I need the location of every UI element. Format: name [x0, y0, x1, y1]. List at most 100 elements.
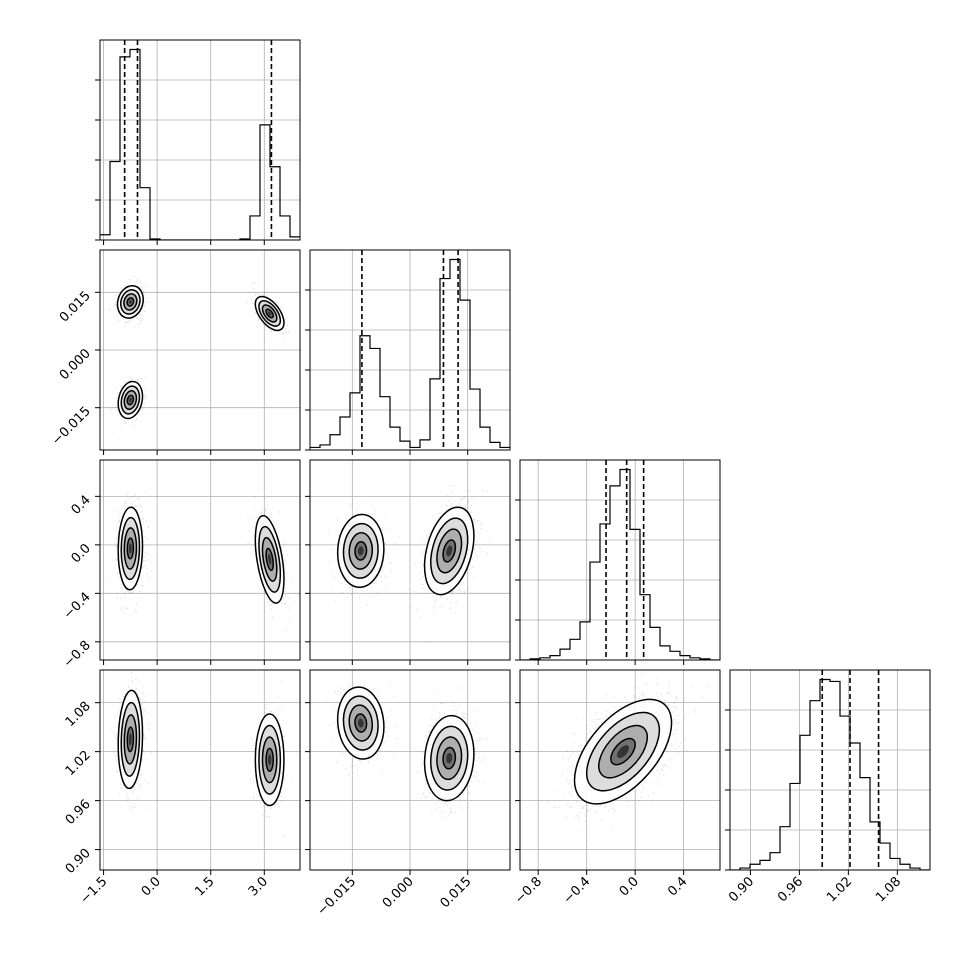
- contour-line: [430, 725, 469, 791]
- density-fill: [267, 311, 272, 316]
- density-fill: [617, 745, 630, 759]
- contour-line: [336, 513, 385, 589]
- histogram-step: [730, 678, 930, 870]
- contour-line: [254, 713, 285, 807]
- x-tick-label: 0.4: [665, 874, 690, 899]
- scatter-panel: −1.5 0.0 1.5 3.0 0.90 0.96 1.02 1.08: [63, 669, 301, 907]
- y-tick-label: −0.015: [49, 404, 94, 449]
- histogram-panel: [305, 249, 511, 455]
- grid: [310, 670, 510, 870]
- histogram-panel: [515, 459, 721, 665]
- x-tick-label: 1.5: [192, 874, 217, 899]
- density-fill: [357, 718, 364, 728]
- contour-line: [436, 528, 463, 574]
- contour-line: [120, 516, 141, 581]
- contour-line: [123, 293, 138, 311]
- axes-frame: [99, 459, 301, 661]
- x-tick-label: −1.5: [77, 874, 110, 907]
- contour-line: [117, 689, 144, 790]
- y-tick-label: 0.96: [63, 797, 94, 828]
- density-fill: [128, 733, 132, 746]
- y-tick-label: 1.08: [63, 699, 94, 730]
- x-tick-label: −0.015: [315, 874, 360, 919]
- x-tick-label: 0.000: [380, 874, 417, 911]
- x-tick-label: −0.8: [512, 874, 545, 907]
- histogram-panel: [95, 39, 301, 245]
- contour-line: [258, 724, 282, 795]
- contour-line: [430, 517, 469, 585]
- axes-frame: [309, 669, 511, 871]
- axes-frame: [309, 249, 511, 451]
- contour-line: [119, 289, 141, 315]
- density-fill: [267, 754, 272, 766]
- y-tick-label: −0.4: [61, 590, 94, 623]
- scatter-panel: −0.015 0.000 0.015: [305, 669, 511, 919]
- x-tick-label: 3.0: [246, 874, 271, 899]
- scatter-panel: −0.8 −0.4 0.0 0.4: [61, 459, 301, 671]
- y-tick-label: 0.90: [63, 846, 94, 877]
- grid: [100, 250, 300, 450]
- scatter-panel: −0.8 −0.4 0.0 0.4: [512, 669, 721, 907]
- histogram-panel: 0.90 0.96 1.02 1.08: [725, 669, 931, 905]
- contour-line: [116, 285, 144, 319]
- contour-line: [261, 304, 278, 323]
- contour-line: [423, 506, 475, 596]
- contour-line: [354, 713, 368, 733]
- axes-frame: [99, 39, 301, 241]
- contour-line: [598, 724, 649, 779]
- density-fill: [128, 543, 132, 554]
- contour-line: [254, 514, 285, 604]
- contour-line: [117, 380, 144, 420]
- contour-line: [265, 308, 274, 319]
- contour-line: [336, 686, 385, 760]
- y-tick-label: −0.8: [61, 638, 94, 671]
- x-tick-label: 0.90: [726, 874, 757, 905]
- histogram-step: [100, 48, 300, 240]
- contour-line: [120, 701, 141, 777]
- contour-line: [265, 747, 274, 773]
- contour-line: [258, 300, 282, 327]
- density-fill: [446, 545, 453, 557]
- axes-frame: [309, 459, 511, 661]
- contour-line: [120, 385, 141, 415]
- axes-frame: [99, 249, 301, 451]
- contour-line: [442, 539, 457, 563]
- contour-line: [254, 295, 285, 332]
- contour-line: [117, 506, 144, 591]
- contour-line: [423, 714, 475, 802]
- grid: [100, 40, 300, 240]
- axes-frame: [519, 669, 721, 871]
- contour-line: [342, 695, 379, 751]
- contour-line: [348, 531, 374, 570]
- x-tick-label: 0.96: [775, 874, 806, 905]
- x-tick-label: 0.015: [438, 874, 475, 911]
- sample-points: [325, 671, 398, 777]
- contour-line: [126, 537, 135, 560]
- contour-line: [442, 746, 457, 770]
- axes-frame: [729, 669, 931, 871]
- contour-line: [265, 547, 274, 572]
- density-fill: [128, 397, 132, 403]
- contour-line: [342, 522, 379, 579]
- scatter-panel: −0.015 0.000 0.015: [49, 249, 301, 455]
- sample-points: [247, 489, 300, 632]
- x-tick-label: 1.08: [873, 874, 904, 905]
- contour-line: [126, 394, 135, 406]
- histogram-step: [310, 258, 510, 449]
- contour-line: [436, 736, 463, 781]
- contour-line: [123, 390, 138, 410]
- density-fill: [128, 299, 132, 304]
- contour-line: [126, 726, 135, 753]
- contour-line: [126, 297, 135, 307]
- axes-frame: [519, 459, 721, 661]
- contour-line: [123, 714, 138, 765]
- x-tick-label: 1.02: [824, 874, 855, 905]
- y-tick-label: 0.4: [69, 493, 94, 518]
- contour-line: [354, 541, 368, 561]
- y-tick-label: 0.000: [57, 346, 94, 383]
- x-tick-label: 0.0: [139, 874, 164, 899]
- density-fill: [446, 752, 453, 764]
- contour-line: [573, 698, 673, 805]
- contour-line: [610, 737, 636, 766]
